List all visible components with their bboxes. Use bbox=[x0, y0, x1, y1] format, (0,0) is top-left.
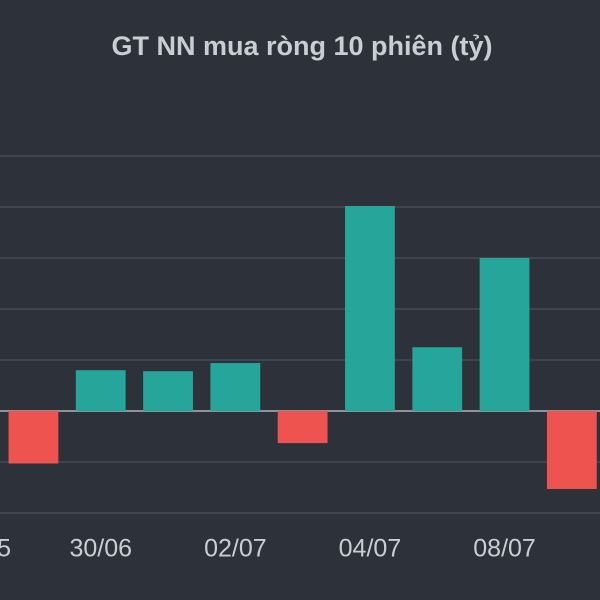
bar bbox=[8, 410, 59, 464]
x-tick-label: 04/07 bbox=[339, 535, 402, 563]
bar bbox=[143, 371, 193, 411]
bar bbox=[75, 370, 126, 411]
chart-title: GT NN mua ròng 10 phiên (tỷ) bbox=[111, 31, 492, 61]
x-tick-label: 02/07 bbox=[204, 535, 267, 563]
bar bbox=[546, 410, 597, 490]
x-tick-label: 08/07 bbox=[473, 535, 536, 563]
bar bbox=[412, 347, 463, 411]
bar bbox=[345, 205, 395, 411]
x-tick-label: 5 bbox=[0, 535, 11, 563]
x-tick-label: 30/06 bbox=[69, 535, 132, 563]
bar bbox=[210, 363, 261, 411]
bar bbox=[277, 410, 328, 444]
bar bbox=[479, 257, 530, 411]
